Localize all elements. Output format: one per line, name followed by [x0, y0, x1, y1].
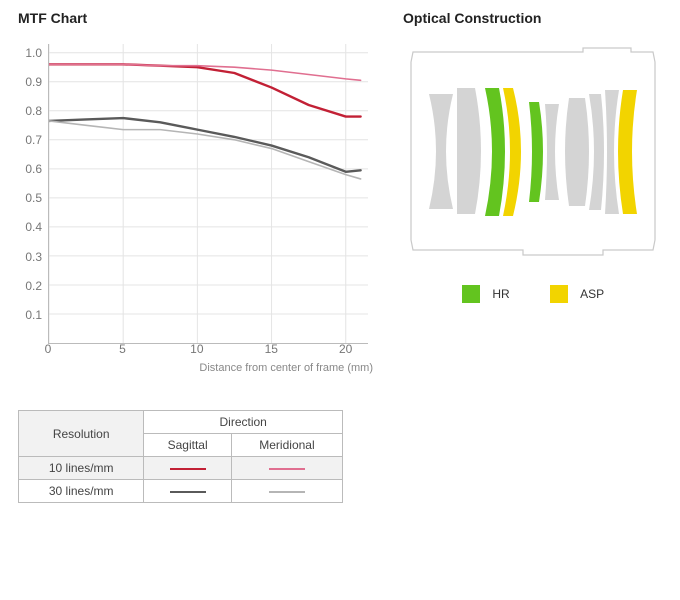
x-tick-label: 5 [119, 342, 126, 356]
lens-element-std [589, 94, 604, 210]
optical-construction-title: Optical Construction [403, 10, 663, 26]
y-tick-label: 0.7 [25, 133, 42, 147]
y-tick-label: 0.2 [25, 279, 42, 293]
lens-element-std [545, 104, 559, 200]
mtf-chart-title: MTF Chart [18, 10, 373, 26]
legend-row-label: 30 lines/mm [19, 480, 144, 503]
legend-row: 30 lines/mm [19, 480, 343, 503]
optical-legend: HR ASP [403, 285, 663, 303]
lens-element-hr [529, 102, 543, 202]
lens-element-asp [618, 90, 637, 214]
legend-row: 10 lines/mm [19, 457, 343, 480]
y-tick-label: 0.8 [25, 104, 42, 118]
hr-swatch [462, 285, 480, 303]
y-tick-label: 0.1 [25, 308, 42, 322]
legend-hr: HR [462, 285, 510, 303]
legend-sagittal-sample [144, 480, 232, 503]
lens-element-asp [503, 88, 521, 216]
lens-element-std [565, 98, 589, 206]
optical-diagram [403, 44, 663, 259]
lens-element-std [605, 90, 619, 214]
y-tick-label: 0.3 [25, 250, 42, 264]
y-tick-label: 0.9 [25, 75, 42, 89]
legend-meridional-sample [231, 480, 342, 503]
legend-sagittal-sample [144, 457, 232, 480]
mtf-x-axis-title: Distance from center of frame (mm) [199, 362, 373, 374]
y-tick-label: 1.0 [25, 46, 42, 60]
x-tick-label: 15 [265, 342, 278, 356]
mtf-series-mer30 [49, 121, 361, 179]
y-tick-label: 0.4 [25, 220, 42, 234]
legend-meridional-sample [231, 457, 342, 480]
legend-header-direction: Direction [144, 411, 343, 434]
asp-swatch [550, 285, 568, 303]
y-tick-label: 0.5 [25, 191, 42, 205]
hr-label: HR [492, 287, 509, 301]
legend-row-label: 10 lines/mm [19, 457, 144, 480]
y-tick-label: 0.6 [25, 162, 42, 176]
asp-label: ASP [580, 287, 604, 301]
mtf-legend-table: Resolution Direction Sagittal Meridional… [18, 410, 343, 503]
lens-element-std [457, 88, 481, 214]
mtf-plot-area [48, 44, 368, 344]
x-tick-label: 0 [45, 342, 52, 356]
mtf-chart: 0.10.20.30.40.50.60.70.80.91.0 05101520 … [18, 44, 373, 374]
mtf-series-mer10 [49, 64, 361, 80]
legend-header-resolution: Resolution [19, 411, 144, 457]
lens-element-std [429, 94, 453, 209]
mtf-series-sag10 [49, 64, 361, 116]
legend-col-meridional: Meridional [231, 434, 342, 457]
x-tick-label: 10 [190, 342, 203, 356]
legend-asp: ASP [550, 285, 604, 303]
legend-col-sagittal: Sagittal [144, 434, 232, 457]
x-tick-label: 20 [339, 342, 352, 356]
lens-element-hr [485, 88, 505, 216]
